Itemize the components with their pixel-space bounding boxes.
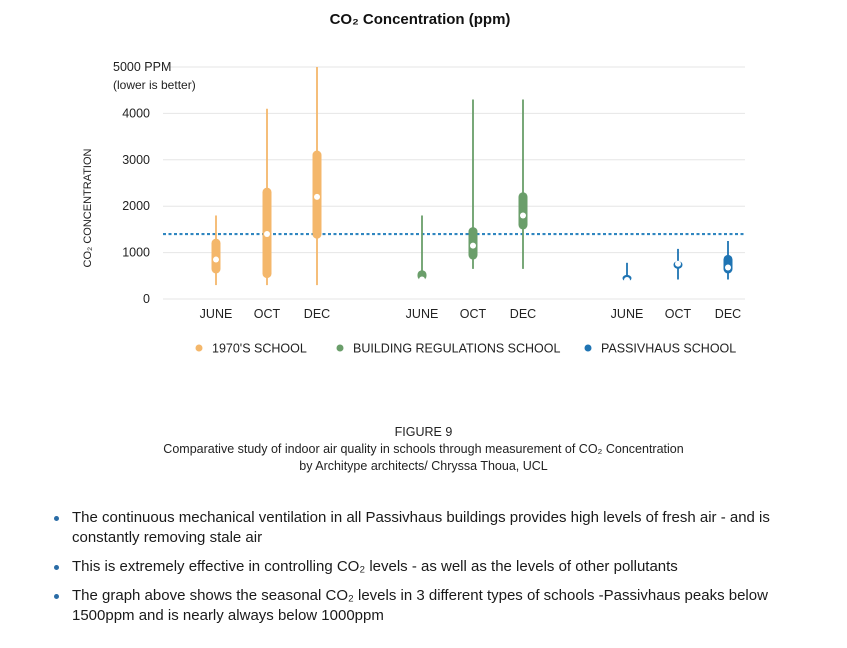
box-plots (211, 67, 733, 286)
bullet-dot-icon (54, 594, 59, 599)
legend-marker (195, 344, 203, 352)
x-tick-label: OCT (460, 307, 487, 321)
legend-label: PASSIVHAUS SCHOOL (601, 342, 736, 356)
x-tick-label: OCT (254, 307, 281, 321)
bullet-text: The continuous mechanical ventilation in… (72, 509, 770, 546)
box-2-2 (723, 241, 733, 280)
co2-box-chart: CO₂ Concentration (ppm) CO₂ CONCENTRATIO… (82, 11, 745, 356)
median-dot (725, 264, 731, 271)
figure-number: FIGURE 9 (394, 425, 453, 439)
y-tick-label: 4000 (122, 106, 150, 120)
x-tick-label: JUNE (406, 307, 439, 321)
median-dot (520, 212, 526, 219)
box-2-0 (622, 262, 632, 283)
median-dot (675, 260, 681, 267)
bullet-item: The continuous mechanical ventilation in… (54, 508, 814, 548)
y-tick-labels: 0 1000 2000 3000 4000 5000 PPM (113, 60, 171, 306)
y-axis-label: CO₂ CONCENTRATION (82, 148, 94, 267)
median-dot (264, 231, 270, 238)
legend-label: BUILDING REGULATIONS SCHOOL (353, 342, 560, 356)
box-0-2 (312, 67, 322, 286)
box-1-0 (417, 215, 427, 283)
bullet-text: This is extremely effective in controlli… (72, 558, 678, 575)
median-dot (470, 242, 476, 249)
bullet-dot-icon (54, 516, 59, 521)
box-2-1 (673, 248, 683, 280)
y-tick-note: (lower is better) (113, 78, 196, 92)
caption-line-2: by Architype architects/ Chryssa Thoua, … (299, 459, 548, 473)
y-tick-label: 1000 (122, 246, 150, 260)
legend: 1970'S SCHOOL BUILDING REGULATIONS SCHOOL… (195, 342, 736, 356)
x-tick-label: DEC (510, 307, 536, 321)
y-tick-label: 3000 (122, 153, 150, 167)
x-tick-label: OCT (665, 307, 692, 321)
box-0-0 (211, 215, 221, 286)
bullet-item: This is extremely effective in controlli… (54, 557, 814, 577)
x-tick-labels: JUNE OCT DEC JUNE OCT DEC JUNE OCT DEC (200, 307, 742, 321)
x-tick-label: JUNE (200, 307, 233, 321)
bullet-text: The graph above shows the seasonal CO₂ l… (72, 587, 768, 624)
bullet-item: The graph above shows the seasonal CO₂ l… (54, 586, 814, 626)
chart-title: CO₂ Concentration (ppm) (330, 11, 511, 28)
x-tick-label: DEC (715, 307, 741, 321)
y-tick-label: 0 (143, 292, 150, 306)
legend-label: 1970'S SCHOOL (212, 342, 307, 356)
grid-lines (163, 66, 745, 300)
legend-marker (584, 344, 592, 352)
median-dot (314, 193, 320, 200)
figure-caption: FIGURE 9 Comparative study of indoor air… (0, 424, 847, 475)
box (518, 192, 528, 230)
median-dot (213, 256, 219, 263)
caption-line-1: Comparative study of indoor air quality … (163, 442, 684, 456)
x-tick-label: DEC (304, 307, 330, 321)
y-tick-label: 5000 PPM (113, 60, 171, 74)
box-0-1 (262, 108, 272, 286)
box-1-1 (468, 99, 478, 269)
x-tick-label: JUNE (611, 307, 644, 321)
median-dot (419, 276, 425, 283)
legend-marker (336, 344, 344, 352)
median-dot (624, 276, 630, 283)
y-tick-label: 2000 (122, 199, 150, 213)
box (723, 254, 733, 274)
bullet-list: The continuous mechanical ventilation in… (54, 508, 814, 635)
box-1-2 (518, 99, 528, 269)
box (211, 238, 221, 274)
bullet-dot-icon (54, 565, 59, 570)
